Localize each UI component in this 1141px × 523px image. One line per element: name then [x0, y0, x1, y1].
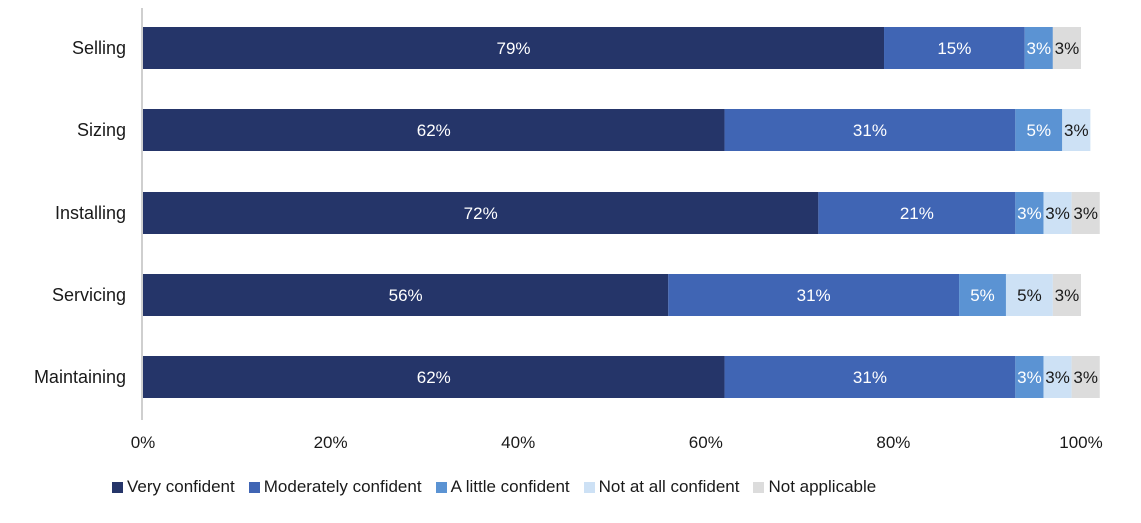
data-label: 21% — [900, 204, 934, 223]
x-tick-label: 60% — [689, 433, 723, 452]
legend-item: Not at all confident — [583, 477, 740, 497]
legend-swatch — [112, 481, 123, 493]
category-label: Sizing — [77, 120, 126, 140]
bar-segment-maintaining-4 — [1071, 356, 1100, 398]
legend-item: A little confident — [435, 477, 570, 497]
bar-segment-maintaining-2 — [1015, 356, 1044, 398]
legend-swatch — [435, 481, 447, 493]
data-label: 5% — [1017, 286, 1042, 305]
category-label: Maintaining — [34, 367, 126, 387]
legend-item: Not applicable — [753, 477, 876, 497]
bar-segment-maintaining-1 — [724, 356, 1016, 398]
legend-swatch — [248, 481, 260, 493]
data-label: 3% — [1064, 121, 1089, 140]
bar-segment-servicing-2 — [959, 274, 1006, 316]
legend-item: Moderately confident — [248, 477, 422, 497]
bar-segment-installing-2 — [1015, 192, 1044, 234]
data-label: 3% — [1017, 368, 1042, 387]
bar-segment-maintaining-3 — [1043, 356, 1072, 398]
bar-segment-installing-0 — [143, 192, 819, 234]
data-label: 3% — [1073, 368, 1098, 387]
bar-segment-installing-4 — [1071, 192, 1100, 234]
bar-segment-maintaining-0 — [143, 356, 725, 398]
bar-segment-sizing-3 — [1062, 109, 1091, 151]
data-label: 15% — [937, 39, 971, 58]
legend-label: A little confident — [450, 477, 570, 496]
legend-label: Not applicable — [768, 477, 877, 496]
legend-label: Very confident — [127, 477, 235, 496]
legend-swatch — [583, 481, 595, 493]
bar-segment-servicing-4 — [1052, 274, 1081, 316]
bar-segment-sizing-1 — [724, 109, 1016, 151]
category-labels: Selling Sizing Installing Servicing Maintain… — [34, 38, 126, 387]
x-tick-label: 20% — [314, 433, 348, 452]
category-label: Servicing — [52, 285, 126, 305]
data-label: 3% — [1027, 39, 1052, 58]
x-tick-labels: 0% 20% 40% 60% 80% 100% — [131, 433, 1103, 452]
bars-group: 79% 15% 3% 3%62% 31% 5% 3%72% 21% 3% 3% 3%56% 31% 5%… — [143, 27, 1100, 398]
data-label: 3% — [1055, 39, 1080, 58]
x-tick-label: 40% — [501, 433, 535, 452]
data-label: 31% — [853, 368, 887, 387]
data-label: 3% — [1073, 204, 1098, 223]
x-tick-label: 80% — [876, 433, 910, 452]
data-label: 79% — [496, 39, 530, 58]
legend-swatch — [753, 481, 765, 493]
legend-label: Moderately confident — [263, 477, 422, 496]
bar-segment-servicing-0 — [143, 274, 669, 316]
bar-segment-sizing-0 — [143, 109, 725, 151]
bar-segment-servicing-1 — [668, 274, 960, 316]
data-label: 5% — [1027, 121, 1052, 140]
data-label: 62% — [417, 368, 451, 387]
data-label: 56% — [389, 286, 423, 305]
data-label: 3% — [1045, 368, 1070, 387]
legend-label: Not at all confident — [598, 477, 740, 496]
bar-segment-selling-0 — [143, 27, 885, 69]
bar-segment-sizing-2 — [1015, 109, 1063, 151]
data-label: 31% — [853, 121, 887, 140]
bar-segment-selling-4 — [1052, 27, 1081, 69]
x-tick-label: 100% — [1059, 433, 1102, 452]
data-label: 72% — [464, 204, 498, 223]
data-label: 62% — [417, 121, 451, 140]
data-label: 3% — [1017, 204, 1042, 223]
data-label: 3% — [1045, 204, 1070, 223]
legend-item: Very confident — [112, 477, 235, 497]
legend: Very confident Moderately confident A litt… — [112, 476, 876, 498]
x-tick-label: 0% — [131, 433, 156, 452]
category-label: Selling — [72, 38, 126, 58]
data-label: 3% — [1055, 286, 1080, 305]
category-label: Installing — [55, 203, 126, 223]
bar-segment-installing-3 — [1043, 192, 1072, 234]
bar-segment-installing-1 — [818, 192, 1016, 234]
bar-segment-selling-2 — [1024, 27, 1053, 69]
bar-segment-servicing-3 — [1005, 274, 1053, 316]
bar-segment-selling-1 — [884, 27, 1025, 69]
data-label: 5% — [970, 286, 995, 305]
data-label: 31% — [797, 286, 831, 305]
